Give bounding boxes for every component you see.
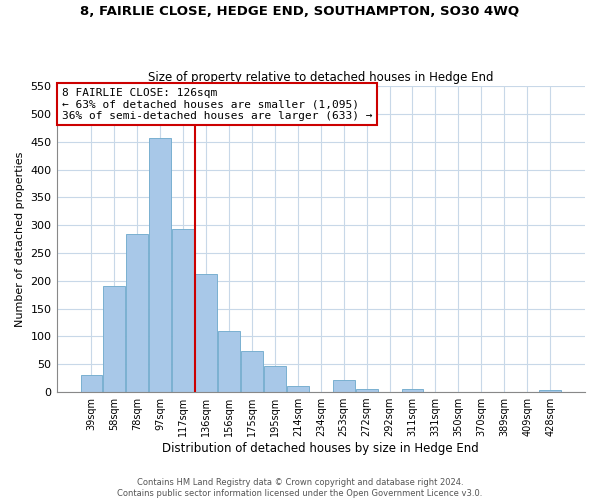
Bar — [539, 390, 561, 392]
Bar — [127, 234, 148, 392]
Bar — [401, 390, 424, 392]
Bar — [356, 388, 377, 392]
Text: 8, FAIRLIE CLOSE, HEDGE END, SOUTHAMPTON, SO30 4WQ: 8, FAIRLIE CLOSE, HEDGE END, SOUTHAMPTON… — [80, 5, 520, 18]
Text: 8 FAIRLIE CLOSE: 126sqm
← 63% of detached houses are smaller (1,095)
36% of semi: 8 FAIRLIE CLOSE: 126sqm ← 63% of detache… — [62, 88, 373, 121]
Bar — [264, 366, 286, 392]
Bar — [287, 386, 309, 392]
Bar — [172, 229, 194, 392]
Title: Size of property relative to detached houses in Hedge End: Size of property relative to detached ho… — [148, 70, 494, 84]
Bar — [218, 331, 240, 392]
X-axis label: Distribution of detached houses by size in Hedge End: Distribution of detached houses by size … — [163, 442, 479, 455]
Bar — [241, 351, 263, 392]
Bar — [149, 138, 171, 392]
Y-axis label: Number of detached properties: Number of detached properties — [15, 152, 25, 327]
Bar — [80, 376, 103, 392]
Bar — [103, 286, 125, 392]
Text: Contains HM Land Registry data © Crown copyright and database right 2024.
Contai: Contains HM Land Registry data © Crown c… — [118, 478, 482, 498]
Bar — [333, 380, 355, 392]
Bar — [195, 274, 217, 392]
